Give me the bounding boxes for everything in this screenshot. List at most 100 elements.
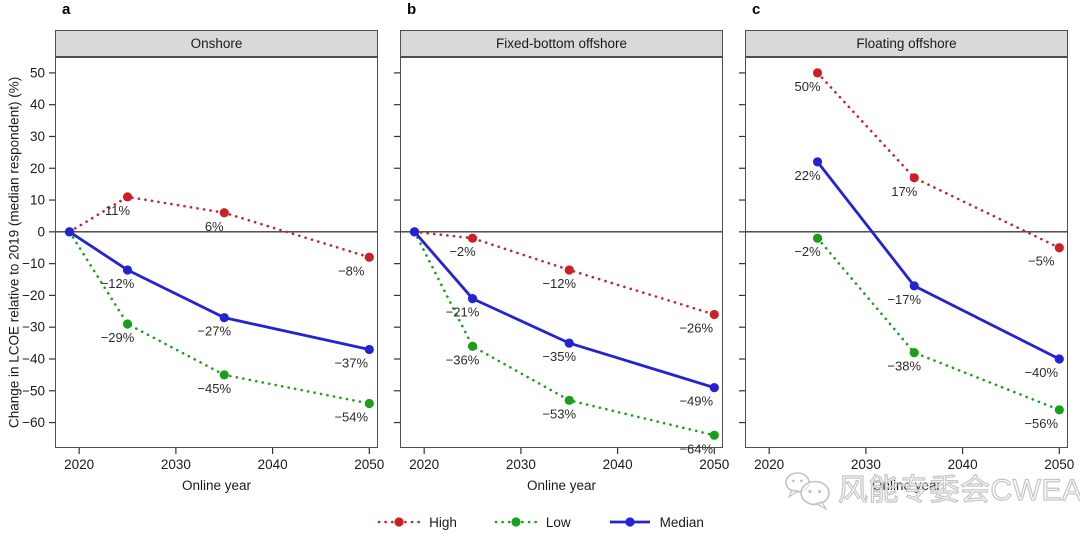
point-label: −26%	[679, 320, 713, 335]
data-point	[1054, 405, 1064, 415]
point-label: 17%	[891, 184, 917, 199]
panel-plot: 50 40 30 20 10 0 −10 −20 −30 −40 −50 −60 2020 2030 204…	[22, 57, 384, 493]
data-point	[1054, 243, 1064, 253]
data-point	[467, 293, 478, 304]
data-point	[219, 313, 229, 323]
point-label: −17%	[887, 292, 921, 307]
y-tick-label: 40	[30, 97, 45, 112]
point-label: −37%	[334, 355, 368, 370]
data-point	[364, 344, 374, 355]
x-axis-title: Online year	[182, 478, 252, 493]
panel-letter: c	[752, 1, 761, 18]
point-label: 6%	[205, 219, 224, 234]
point-label: 11%	[105, 203, 130, 218]
point-label: −21%	[446, 305, 480, 320]
data-point	[812, 68, 823, 78]
wechat-icon	[785, 472, 830, 511]
point-label: −12%	[542, 276, 576, 291]
y-tick-label: 50	[30, 65, 45, 80]
data-point	[219, 370, 229, 380]
data-point	[564, 395, 574, 405]
legend-key-median	[609, 517, 650, 527]
x-tick-label: 2050	[1044, 457, 1074, 472]
point-label: −54%	[334, 409, 368, 424]
x-tick-label: 2040	[948, 457, 978, 472]
point-label: −49%	[679, 394, 713, 409]
data-point	[467, 233, 478, 243]
legend-label: High	[429, 514, 457, 530]
y-tick-label: −30	[22, 320, 45, 335]
x-axis-title: Online year	[527, 478, 597, 493]
data-point	[122, 265, 133, 275]
x-tick-label: 2040	[603, 457, 633, 472]
series-line-low	[413, 230, 716, 437]
data-point	[364, 252, 374, 262]
data-point	[812, 157, 823, 167]
data-point	[709, 383, 719, 393]
point-label: −35%	[542, 349, 576, 364]
plot-border	[400, 57, 723, 448]
x-tick-label: 2030	[506, 457, 536, 472]
watermark: 风能专委会CWEA	[784, 470, 1080, 512]
x-tick-label: 2040	[258, 457, 288, 472]
point-label: −45%	[197, 381, 231, 396]
data-point	[64, 227, 75, 237]
point-label: 22%	[795, 168, 821, 183]
data-point	[812, 233, 823, 243]
x-tick-label: 2030	[161, 457, 191, 472]
y-tick-label: −40	[22, 351, 45, 366]
data-point	[1054, 354, 1064, 364]
panel-plot: 2020 2030 2040 2050 Online year −2% −12% −26% −3…	[394, 57, 729, 493]
series-line-high	[68, 195, 371, 259]
panel-letter: a	[62, 1, 71, 18]
panel-plot: 2020 2030 2040 2050 Online year 50% 17% −5% −2% −…	[739, 57, 1074, 493]
data-point	[909, 173, 919, 183]
point-label: −38%	[887, 359, 921, 374]
plot-border	[745, 57, 1068, 448]
point-label: −29%	[101, 330, 135, 345]
y-tick-label: 0	[37, 224, 45, 239]
panel-title: Fixed-bottom offshore	[400, 30, 723, 57]
x-axis-title: Online year	[872, 478, 942, 493]
x-tick-label: 2030	[851, 457, 881, 472]
point-label: −2%	[794, 244, 821, 259]
y-tick-label: −50	[22, 383, 45, 398]
data-point	[364, 398, 374, 409]
legend-item-low: Low	[493, 515, 571, 530]
point-label: 50%	[795, 79, 821, 94]
legend-item-median: Median	[607, 515, 704, 530]
data-point	[122, 319, 133, 329]
x-tick-label: 2050	[354, 457, 384, 472]
x-tick-label: 2020	[64, 457, 94, 472]
data-point	[122, 192, 133, 202]
data-point	[564, 265, 574, 275]
legend-key-low	[494, 517, 538, 527]
point-label: −36%	[446, 352, 480, 367]
data-point	[909, 281, 919, 291]
data-point	[219, 208, 229, 218]
y-tick-label: −60	[22, 415, 45, 430]
x-tick-label: 2020	[754, 457, 784, 472]
point-label: −8%	[338, 263, 365, 278]
data-point	[564, 338, 574, 348]
point-label: −56%	[1024, 416, 1058, 431]
panel-fixed-bottom-offshore: b Fixed-bottom offshore 2020 2030 2040 2050 On…	[394, 0, 729, 520]
y-axis-title: Change in LCOE relative to 2019 (median …	[6, 76, 22, 429]
y-tick-label: 10	[30, 193, 45, 208]
data-point	[909, 348, 919, 358]
legend-label: Median	[659, 514, 704, 530]
point-label: −12%	[101, 276, 135, 291]
data-point	[709, 430, 719, 440]
series-line-median	[413, 230, 715, 389]
plot-border	[55, 57, 378, 448]
point-label: −40%	[1024, 365, 1058, 380]
series-line-high	[816, 71, 1061, 250]
data-point	[709, 309, 719, 320]
legend-item-high: High	[376, 515, 457, 530]
point-label: −27%	[197, 324, 231, 339]
y-tick-label: −10	[22, 256, 45, 271]
data-point	[409, 227, 420, 237]
watermark-text: 风能专委会CWEA	[837, 474, 1080, 507]
point-label: −2%	[449, 244, 476, 259]
